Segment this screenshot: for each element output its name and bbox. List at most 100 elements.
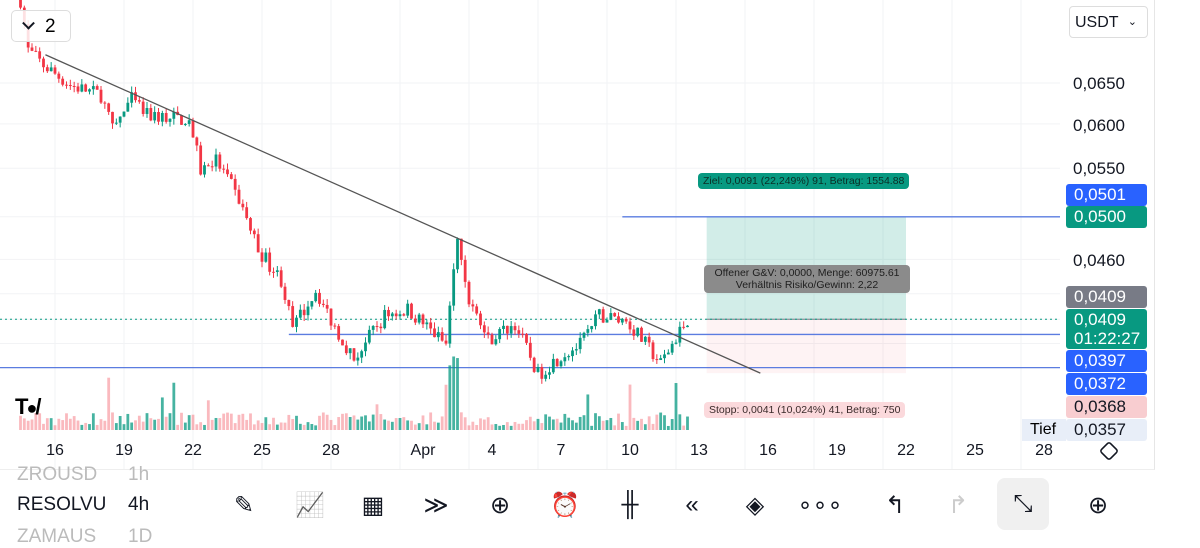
alarm-icon[interactable]: ⏰ — [550, 491, 580, 519]
candle-body — [107, 103, 111, 112]
add-icon[interactable]: ⊕ — [489, 491, 511, 519]
volume-bar — [609, 417, 613, 430]
candle-body — [367, 329, 371, 343]
patterns-icon[interactable]: ≫ — [423, 491, 449, 519]
volume-bar — [99, 419, 103, 430]
watchlist-item[interactable]: ZAMAUS 1D — [17, 526, 152, 548]
volume-bar — [375, 404, 379, 430]
legend-toggle-button[interactable]: 2 — [11, 10, 71, 42]
price-badge-stop: 0,0368 — [1066, 396, 1147, 418]
volume-bar — [594, 413, 597, 430]
volume-bar — [341, 413, 344, 430]
candle-body — [153, 112, 157, 121]
candle-body — [578, 337, 582, 350]
volume-bar — [91, 413, 95, 430]
watchlist-item[interactable]: ZROUSD 1h — [17, 464, 149, 486]
volume-bar — [436, 422, 440, 430]
candle-body — [160, 112, 164, 122]
candle-body — [620, 318, 624, 323]
volume-bar — [563, 413, 567, 430]
replay-icon[interactable]: « — [685, 491, 699, 518]
chevron-down-icon — [22, 16, 35, 30]
candle-body — [613, 313, 617, 317]
candle-body — [137, 100, 141, 102]
undo-icon[interactable]: ↰ — [884, 491, 906, 519]
candle-body — [302, 309, 306, 316]
candles-icon[interactable]: ╫ — [621, 491, 639, 518]
candle-body — [444, 340, 448, 344]
indicators-icon[interactable]: 📈 — [295, 491, 325, 519]
volume-bar — [19, 415, 22, 430]
volume-bar — [364, 415, 367, 430]
volume-bar — [199, 422, 203, 430]
volume-bar — [65, 413, 68, 430]
symbol: ZAMAUS — [17, 526, 97, 547]
collapse-icon[interactable]: ⤡ — [997, 478, 1049, 530]
layers-icon[interactable]: ◈ — [745, 491, 765, 519]
candle-body — [643, 336, 647, 342]
volume-bar — [555, 418, 559, 430]
volume-bar — [413, 424, 417, 430]
candle-body — [513, 326, 517, 331]
chart-pane[interactable]: 2 USDT ⌄ T●/ 0,0650 0,0600 0,0550 0,0460 … — [0, 0, 1155, 470]
price-chart[interactable] — [0, 0, 1060, 470]
volume-bar — [268, 424, 272, 430]
candle-body — [356, 357, 360, 361]
volume-bar — [356, 419, 360, 430]
candle-body — [72, 86, 76, 88]
candle-body — [84, 84, 88, 92]
candle-body — [314, 292, 318, 302]
candle-body — [222, 168, 226, 170]
candle-body — [601, 309, 605, 323]
candle-body — [659, 358, 663, 361]
volume-bar — [425, 424, 429, 430]
low-label: Tief — [1022, 419, 1066, 441]
symbol: ZROUSD — [17, 464, 98, 485]
volume-bar — [624, 425, 628, 430]
volume-bar — [103, 420, 107, 430]
volume-bar — [444, 384, 448, 430]
volume-bar — [329, 419, 333, 430]
pencil-icon[interactable]: ✎ — [233, 491, 255, 519]
candle-body — [666, 352, 670, 355]
more-icon[interactable]: ∘∘∘ — [797, 491, 843, 519]
candle-body — [521, 333, 525, 335]
volume-bar — [172, 382, 176, 430]
volume-bar — [601, 420, 605, 430]
candle-body — [536, 366, 540, 372]
candle-body — [298, 309, 302, 318]
candle-body — [95, 86, 99, 90]
price-tick: 0,0650 — [1073, 74, 1125, 93]
watchlist-item-active[interactable]: RESOLVU 4h — [17, 494, 149, 516]
currency-select[interactable]: USDT ⌄ — [1069, 6, 1148, 38]
candle-body — [364, 342, 367, 352]
redo-icon[interactable]: ↱ — [947, 491, 969, 519]
settings-icon[interactable] — [1098, 440, 1120, 462]
volume-bar — [130, 422, 134, 430]
candle-body — [295, 317, 298, 327]
volume-bar — [76, 420, 80, 430]
volume-bar — [387, 420, 390, 430]
volume-bar — [559, 422, 563, 430]
candle-body — [670, 343, 674, 353]
volume-bar — [57, 418, 61, 430]
volume-bar — [406, 420, 410, 430]
volume-bar — [34, 413, 38, 430]
volume-bar — [287, 414, 291, 430]
volume-bar — [222, 413, 226, 430]
grid-icon[interactable]: ▦ — [361, 491, 385, 519]
volume-bar — [674, 383, 678, 430]
candle-body — [682, 326, 686, 328]
lightbulb-icon[interactable]: ⊕ — [1087, 491, 1109, 519]
candle-body — [134, 92, 137, 101]
volume-bar — [490, 424, 494, 430]
candle-body — [287, 299, 291, 307]
candle-body — [34, 50, 38, 52]
volume-bar — [417, 423, 421, 430]
candle-body — [187, 120, 191, 124]
candle-body — [325, 304, 329, 309]
volume-bar — [153, 419, 157, 430]
candle-body — [452, 269, 456, 306]
volume-bar — [306, 422, 310, 430]
volume-bar — [95, 424, 99, 430]
